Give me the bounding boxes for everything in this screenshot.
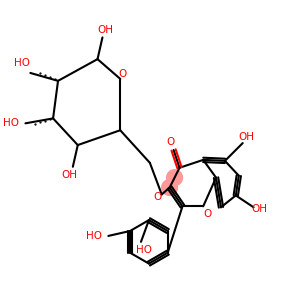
Text: O: O [203,209,211,219]
Text: O: O [118,69,126,79]
Text: OH: OH [251,204,268,214]
Text: HO: HO [86,231,102,241]
Text: OH: OH [62,170,78,180]
Circle shape [167,170,182,186]
Text: HO: HO [14,58,30,68]
Circle shape [162,180,178,195]
Text: HO: HO [2,118,19,128]
Text: HO: HO [136,245,152,255]
Text: OH: OH [239,132,255,142]
Text: O: O [167,137,175,147]
Text: OH: OH [98,25,113,34]
Text: O: O [154,192,162,203]
